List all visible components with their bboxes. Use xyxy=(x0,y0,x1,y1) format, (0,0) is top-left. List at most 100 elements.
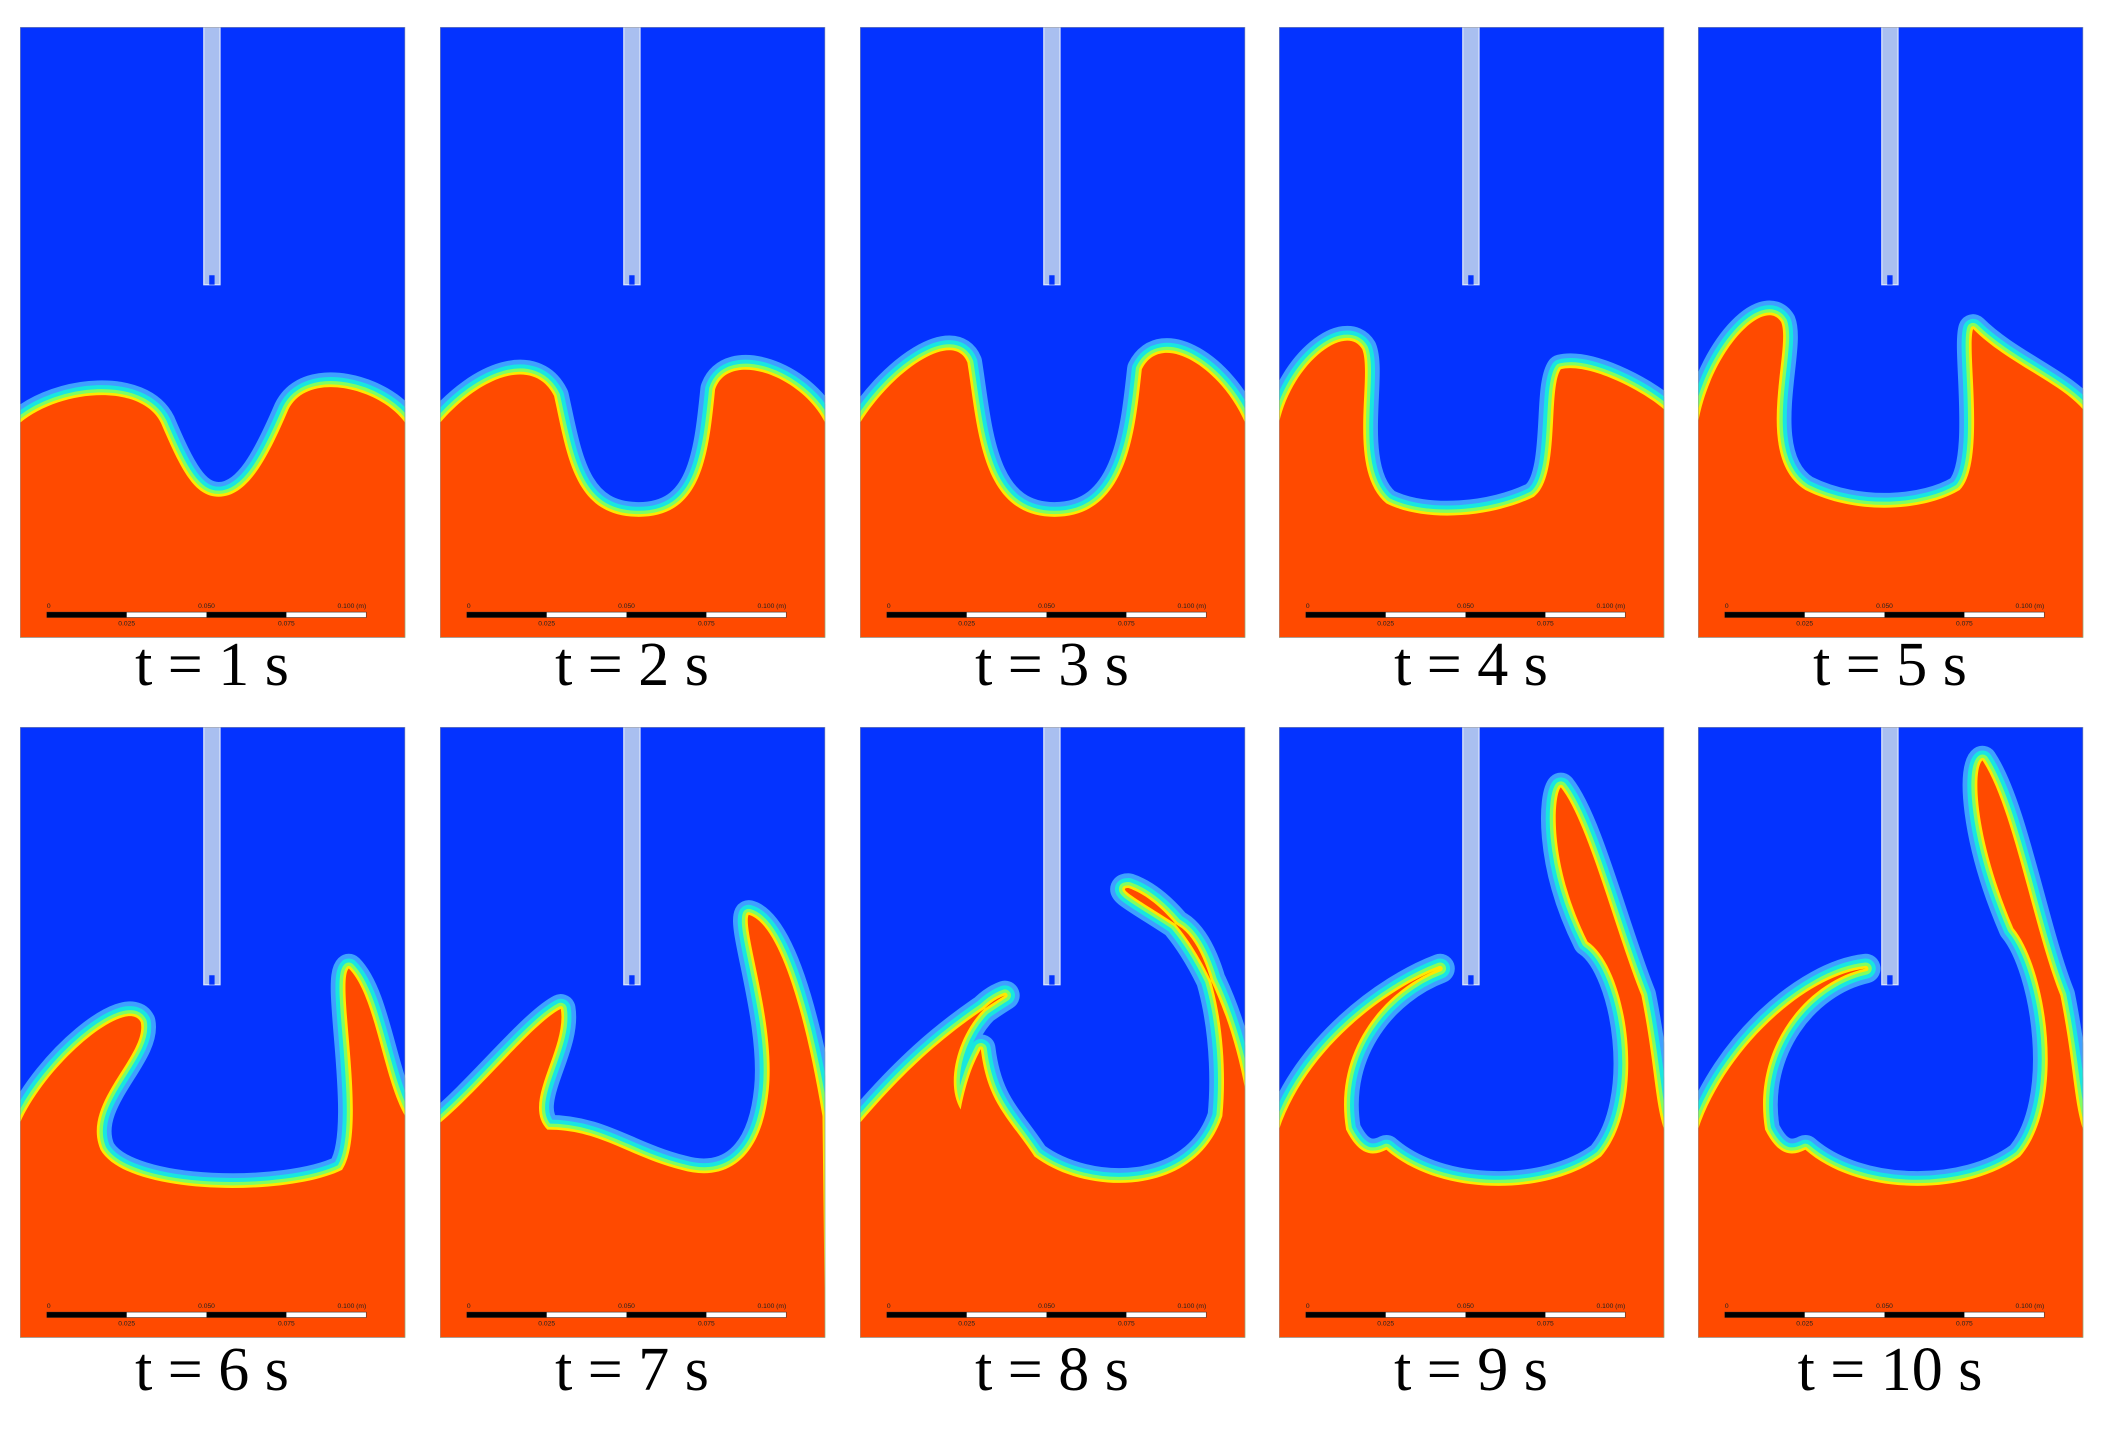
interface-band xyxy=(1279,784,1665,1338)
panel: 0 0.050 0.100 (m) 0.025 0.075 xyxy=(20,727,406,1338)
scale-seg xyxy=(46,1312,127,1318)
scale-seg xyxy=(886,1312,967,1318)
nozzle xyxy=(203,27,221,286)
scale-sublabel: 0.075 xyxy=(1537,1321,1554,1328)
scale-seg xyxy=(206,612,287,618)
scale-bar xyxy=(1724,611,2045,618)
scale-seg xyxy=(466,612,547,618)
nozzle xyxy=(203,727,221,986)
interface-band xyxy=(1698,757,2084,1338)
scale-label: 0 xyxy=(467,603,471,610)
scale-sublabel: 0.025 xyxy=(1796,1321,1813,1328)
scale-label: 0.100 (m) xyxy=(758,1303,787,1310)
scale-seg xyxy=(206,1312,287,1318)
nozzle-tip xyxy=(1049,975,1055,985)
nozzle xyxy=(1043,727,1061,986)
scale-sublabel: 0.075 xyxy=(698,621,715,628)
scale-label: 0.050 xyxy=(1876,1303,1893,1310)
scale-sublabel: 0.025 xyxy=(1796,621,1813,628)
scale-sublabel: 0.025 xyxy=(958,621,975,628)
liquid-region xyxy=(20,968,406,1338)
panel: 0 0.050 0.100 (m) 0.025 0.075 xyxy=(860,27,1246,638)
panel-clip: 0 0.050 0.100 (m) 0.025 0.075 xyxy=(860,727,1246,1338)
scale-label: 0.100 (m) xyxy=(2016,603,2045,610)
caption: t = 2 s xyxy=(555,631,709,699)
panel: 0 0.050 0.100 (m) 0.025 0.075 xyxy=(440,727,826,1338)
nozzle xyxy=(1881,727,1899,986)
scale-sublabel: 0.025 xyxy=(538,1321,555,1328)
scale-label: 0 xyxy=(1306,603,1310,610)
scale-seg xyxy=(466,1312,547,1318)
scale-sublabel: 0.075 xyxy=(278,621,295,628)
panel-clip: 0 0.050 0.100 (m) 0.025 0.075 xyxy=(1698,727,2084,1338)
liquid-region xyxy=(1698,315,2084,638)
scale-sublabel: 0.075 xyxy=(698,1321,715,1328)
panel-clip: 0 0.050 0.100 (m) 0.025 0.075 xyxy=(1279,27,1665,638)
liquid-region xyxy=(1698,760,2084,1338)
panel-clip: 0 0.050 0.100 (m) 0.025 0.075 xyxy=(20,727,406,1338)
scale-bar xyxy=(1305,611,1626,618)
scale-label: 0 xyxy=(1306,1303,1310,1310)
caption: t = 6 s xyxy=(135,1336,289,1404)
nozzle xyxy=(623,727,641,986)
liquid-region xyxy=(860,888,1246,1338)
scale-label: 0.100 (m) xyxy=(338,603,367,610)
scale-seg xyxy=(1305,1312,1386,1318)
caption: t = 10 s xyxy=(1798,1336,1983,1404)
panel: 0 0.050 0.100 (m) 0.025 0.075 xyxy=(440,27,826,638)
nozzle-tip xyxy=(209,275,215,285)
nozzle-tip xyxy=(209,975,215,985)
scale-label: 0.100 (m) xyxy=(1597,603,1626,610)
scale-label: 0.050 xyxy=(1457,1303,1474,1310)
scale-label: 0 xyxy=(1725,603,1729,610)
caption: t = 9 s xyxy=(1394,1336,1548,1404)
scale-sublabel: 0.075 xyxy=(1118,621,1135,628)
liquid-region xyxy=(440,914,826,1338)
scale-sublabel: 0.075 xyxy=(1537,621,1554,628)
scale-label: 0 xyxy=(887,603,891,610)
scale-sublabel: 0.075 xyxy=(1956,621,1973,628)
panel: 0 0.050 0.100 (m) 0.025 0.075 xyxy=(860,727,1246,1338)
scale-label: 0.100 (m) xyxy=(758,603,787,610)
scale-label: 0 xyxy=(1725,1303,1729,1310)
liquid-region xyxy=(1279,340,1665,638)
panel-clip: 0 0.050 0.100 (m) 0.025 0.075 xyxy=(1279,727,1665,1338)
panel-clip: 0 0.050 0.100 (m) 0.025 0.075 xyxy=(860,27,1246,638)
interface-band xyxy=(860,885,1246,1338)
scale-label: 0.050 xyxy=(1876,603,1893,610)
scale-seg xyxy=(1724,612,1805,618)
scale-label: 0.100 (m) xyxy=(1178,1303,1207,1310)
scale-seg xyxy=(1305,612,1386,618)
nozzle-tip xyxy=(1887,975,1893,985)
nozzle-tip xyxy=(1049,275,1055,285)
panel-clip: 0 0.050 0.100 (m) 0.025 0.075 xyxy=(20,27,406,638)
nozzle xyxy=(1881,27,1899,286)
scale-sublabel: 0.025 xyxy=(958,1321,975,1328)
scale-label: 0.050 xyxy=(1038,603,1055,610)
scale-label: 0.050 xyxy=(1457,603,1474,610)
liquid-region xyxy=(860,350,1246,638)
scale-seg xyxy=(1465,612,1546,618)
scale-label: 0.050 xyxy=(198,1303,215,1310)
scale-label: 0.050 xyxy=(198,603,215,610)
scale-sublabel: 0.025 xyxy=(1377,1321,1394,1328)
scale-seg xyxy=(1884,1312,1965,1318)
panel: 0 0.050 0.100 (m) 0.025 0.075 xyxy=(1698,27,2084,638)
panel: 0 0.050 0.100 (m) 0.025 0.075 xyxy=(1279,27,1665,638)
nozzle-tip xyxy=(1887,275,1893,285)
scale-seg xyxy=(1046,1312,1127,1318)
nozzle-tip xyxy=(629,975,635,985)
caption: t = 1 s xyxy=(135,631,289,699)
liquid-region xyxy=(440,369,826,638)
nozzle-tip xyxy=(629,275,635,285)
scale-seg xyxy=(1046,612,1127,618)
scale-label: 0.100 (m) xyxy=(1597,1303,1626,1310)
scale-sublabel: 0.075 xyxy=(1956,1321,1973,1328)
panel-clip: 0 0.050 0.100 (m) 0.025 0.075 xyxy=(440,727,826,1338)
scale-seg xyxy=(46,612,127,618)
scale-seg xyxy=(626,612,707,618)
panel: 0 0.050 0.100 (m) 0.025 0.075 xyxy=(1698,727,2084,1338)
scale-label: 0 xyxy=(47,1303,51,1310)
scale-sublabel: 0.075 xyxy=(278,1321,295,1328)
scale-sublabel: 0.075 xyxy=(1118,1321,1135,1328)
